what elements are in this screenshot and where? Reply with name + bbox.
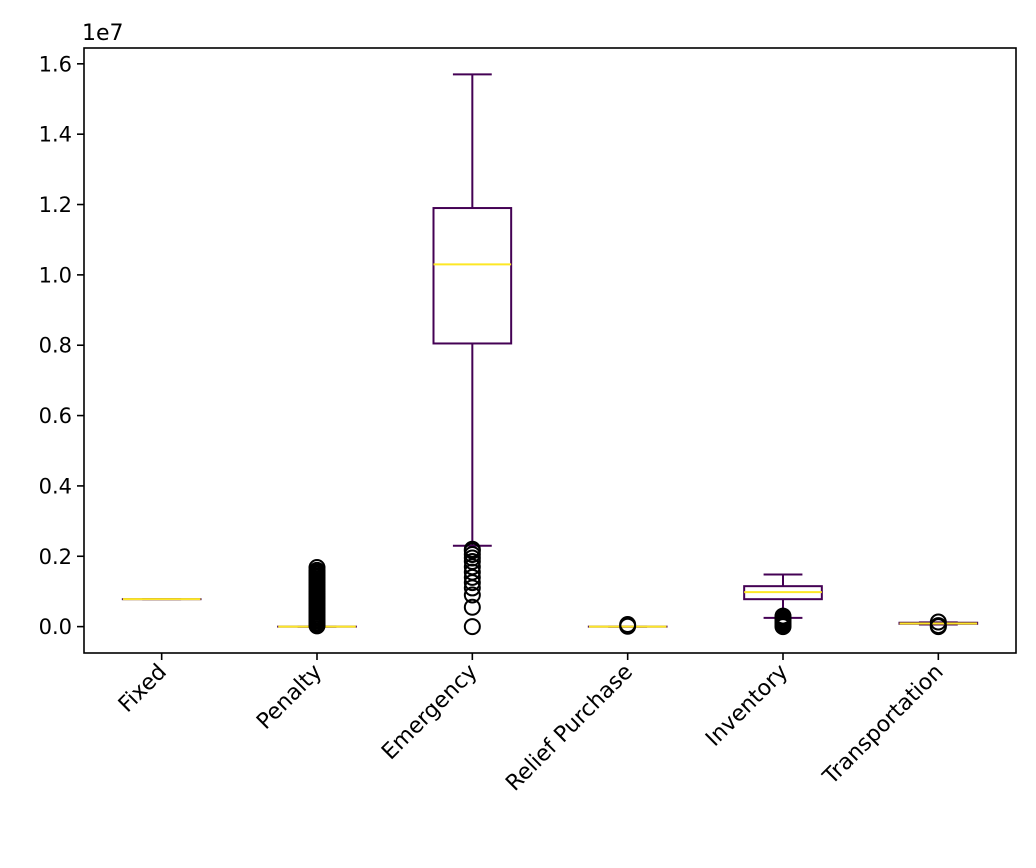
outlier-point bbox=[931, 618, 946, 633]
y-offset-label: 1e7 bbox=[82, 21, 124, 46]
y-tick-label: 0.6 bbox=[39, 404, 72, 428]
x-tick-label: Emergency bbox=[377, 660, 482, 765]
y-tick-label: 1.4 bbox=[39, 123, 72, 147]
y-tick-label: 1.6 bbox=[39, 52, 72, 76]
x-tick-label: Fixed bbox=[114, 660, 172, 718]
box-group bbox=[278, 560, 356, 633]
y-tick-label: 1.2 bbox=[39, 193, 72, 217]
x-tick-label: Transportation bbox=[818, 660, 949, 791]
y-tick-label: 0.8 bbox=[39, 334, 72, 358]
y-tick-label: 0.0 bbox=[39, 615, 72, 639]
plot-layer bbox=[123, 74, 977, 634]
x-tick-label: Relief Purchase bbox=[501, 660, 638, 797]
x-tick-label: Inventory bbox=[701, 660, 793, 752]
box-group bbox=[434, 74, 512, 634]
y-axis: 0.0 0.2 0.4 0.6 0.8 1.0 1.2 1.4 1.6 bbox=[39, 52, 84, 639]
x-tick-label: Penalty bbox=[252, 660, 327, 735]
plot-frame bbox=[84, 48, 1016, 653]
box-iqr bbox=[434, 208, 512, 343]
box-group bbox=[744, 575, 822, 635]
box-group bbox=[900, 615, 978, 635]
outlier-point bbox=[465, 619, 480, 634]
y-tick-label: 0.2 bbox=[39, 545, 72, 569]
y-tick-label: 0.4 bbox=[39, 474, 72, 498]
box-group bbox=[589, 617, 667, 634]
y-tick-label: 1.0 bbox=[39, 263, 72, 287]
